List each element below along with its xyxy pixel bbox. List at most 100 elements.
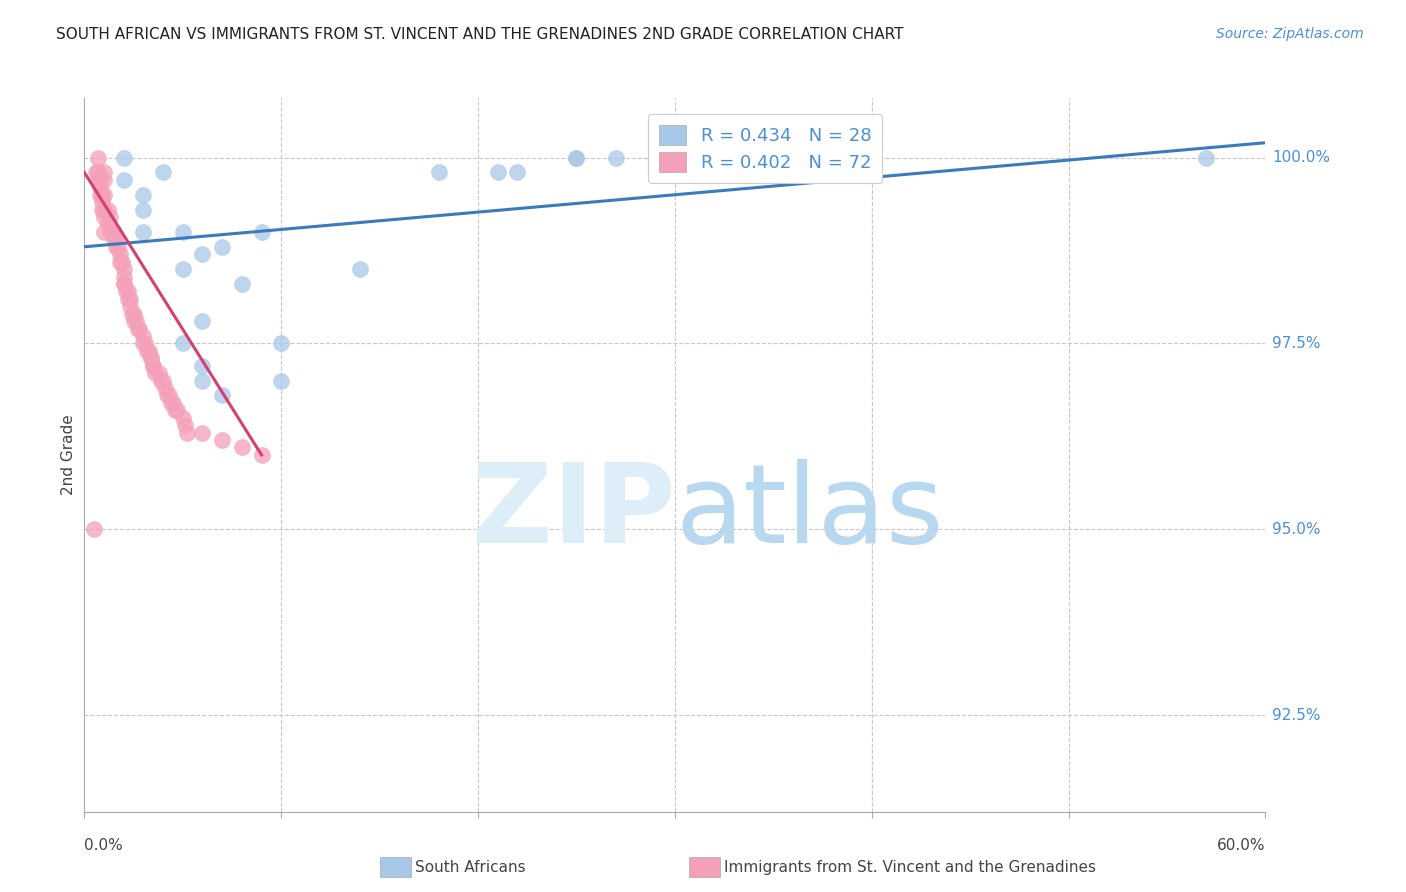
Point [93,187,115,202]
Point [173,418,195,433]
Point [112,262,135,277]
Point [98,210,121,224]
Point [87,151,110,165]
Point [1195,151,1218,165]
Point [97,202,120,217]
Point [231,441,253,455]
Point [128,321,150,335]
Point [93,202,115,217]
Point [118,299,141,313]
Point [141,351,163,366]
Point [211,433,233,447]
Point [211,388,233,402]
Point [132,225,155,239]
Point [132,329,155,343]
Point [148,366,170,380]
Point [565,151,588,165]
Text: atlas: atlas [675,458,943,566]
Point [127,321,149,335]
Y-axis label: 2nd Grade: 2nd Grade [60,415,76,495]
Point [163,403,186,417]
Point [91,202,114,217]
Text: 95.0%: 95.0% [1272,522,1320,537]
Point [506,165,529,179]
Point [108,247,131,261]
Point [98,225,121,239]
Point [166,403,188,417]
Point [191,247,214,261]
Point [87,165,110,179]
Point [486,165,509,179]
Point [93,225,115,239]
Text: Source: ZipAtlas.com: Source: ZipAtlas.com [1216,27,1364,41]
Point [111,254,134,268]
Point [107,240,129,254]
Point [122,314,145,328]
Point [117,292,139,306]
Point [112,151,135,165]
Point [152,165,174,179]
Point [427,165,450,179]
Point [703,151,725,165]
Text: SOUTH AFRICAN VS IMMIGRANTS FROM ST. VINCENT AND THE GRENADINES 2ND GRADE CORREL: SOUTH AFRICAN VS IMMIGRANTS FROM ST. VIN… [56,27,904,42]
Point [211,240,233,254]
Text: 0.0%: 0.0% [84,838,124,854]
Point [122,307,145,321]
Point [97,218,120,232]
Text: ZIP: ZIP [471,458,675,566]
Point [150,374,173,388]
Point [270,374,292,388]
Point [191,374,214,388]
Point [565,151,588,165]
Point [108,254,131,268]
Point [250,225,273,239]
Legend: R = 0.434   N = 28, R = 0.402   N = 72: R = 0.434 N = 28, R = 0.402 N = 72 [648,114,883,183]
Point [191,314,214,328]
Text: Immigrants from St. Vincent and the Grenadines: Immigrants from St. Vincent and the Gren… [724,860,1097,874]
Point [93,173,115,187]
Point [104,232,127,246]
Text: 92.5%: 92.5% [1272,707,1320,723]
Point [84,165,107,179]
Point [91,187,114,202]
Point [156,388,179,402]
Point [87,173,110,187]
Point [176,425,198,440]
Point [132,336,155,351]
Point [605,151,627,165]
Point [101,225,124,239]
Point [112,277,135,291]
Point [141,351,163,366]
Text: South Africans: South Africans [415,860,526,874]
Point [132,187,155,202]
Point [89,187,111,202]
Point [157,388,180,402]
Text: 100.0%: 100.0% [1272,150,1330,165]
Point [117,285,139,299]
Point [143,366,166,380]
Point [93,210,115,224]
Point [172,410,194,425]
Point [172,336,194,351]
Point [124,314,146,328]
Point [231,277,253,291]
Point [112,277,135,291]
Point [83,522,105,536]
Point [270,336,292,351]
Point [138,343,160,358]
Point [250,448,273,462]
Point [142,359,165,373]
Point [112,269,135,284]
Point [103,225,125,239]
Point [112,173,135,187]
Point [160,396,183,410]
Point [153,381,176,395]
Point [162,396,184,410]
Point [136,343,159,358]
Point [191,425,214,440]
Point [132,202,155,217]
Text: 97.5%: 97.5% [1272,336,1320,351]
Point [89,173,111,187]
Point [103,232,125,246]
Point [152,374,174,388]
